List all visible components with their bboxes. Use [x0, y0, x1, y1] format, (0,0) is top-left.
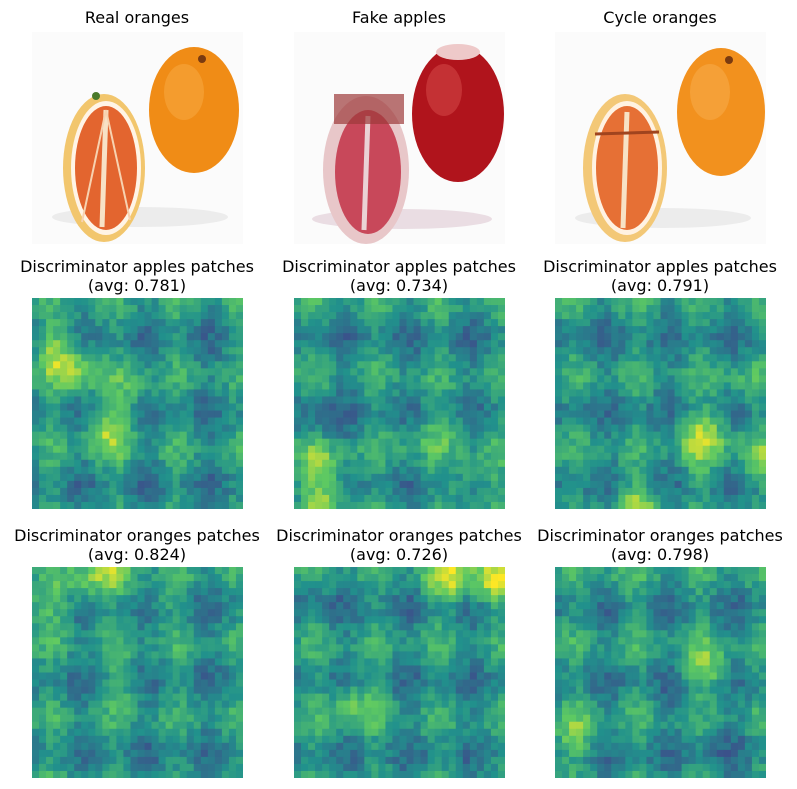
d-oranges-heatmap-fake — [294, 567, 505, 778]
d-apples-heatmap-real — [32, 298, 243, 509]
title-d-apples-fake: Discriminator apples patches (avg: 0.734… — [282, 257, 516, 295]
real-oranges-image — [32, 32, 243, 244]
title-d-oranges-real: Discriminator oranges patches (avg: 0.82… — [14, 526, 260, 564]
title-d-oranges-fake: Discriminator oranges patches (avg: 0.72… — [276, 526, 522, 564]
title-d-apples-cycle: Discriminator apples patches (avg: 0.791… — [543, 257, 777, 295]
d-oranges-heatmap-real — [32, 567, 243, 778]
title-d-apples-real: Discriminator apples patches (avg: 0.781… — [20, 257, 254, 295]
d-oranges-heatmap-cycle — [555, 567, 766, 778]
title-d-oranges-cycle: Discriminator oranges patches (avg: 0.79… — [537, 526, 783, 564]
title-fake-apples: Fake apples — [352, 8, 446, 27]
fake-apples-image — [294, 32, 505, 244]
d-apples-heatmap-fake — [294, 298, 505, 509]
title-cycle-oranges: Cycle oranges — [603, 8, 717, 27]
title-real-oranges: Real oranges — [84, 8, 190, 27]
cycle-oranges-image — [555, 32, 766, 244]
d-apples-heatmap-cycle — [555, 298, 766, 509]
